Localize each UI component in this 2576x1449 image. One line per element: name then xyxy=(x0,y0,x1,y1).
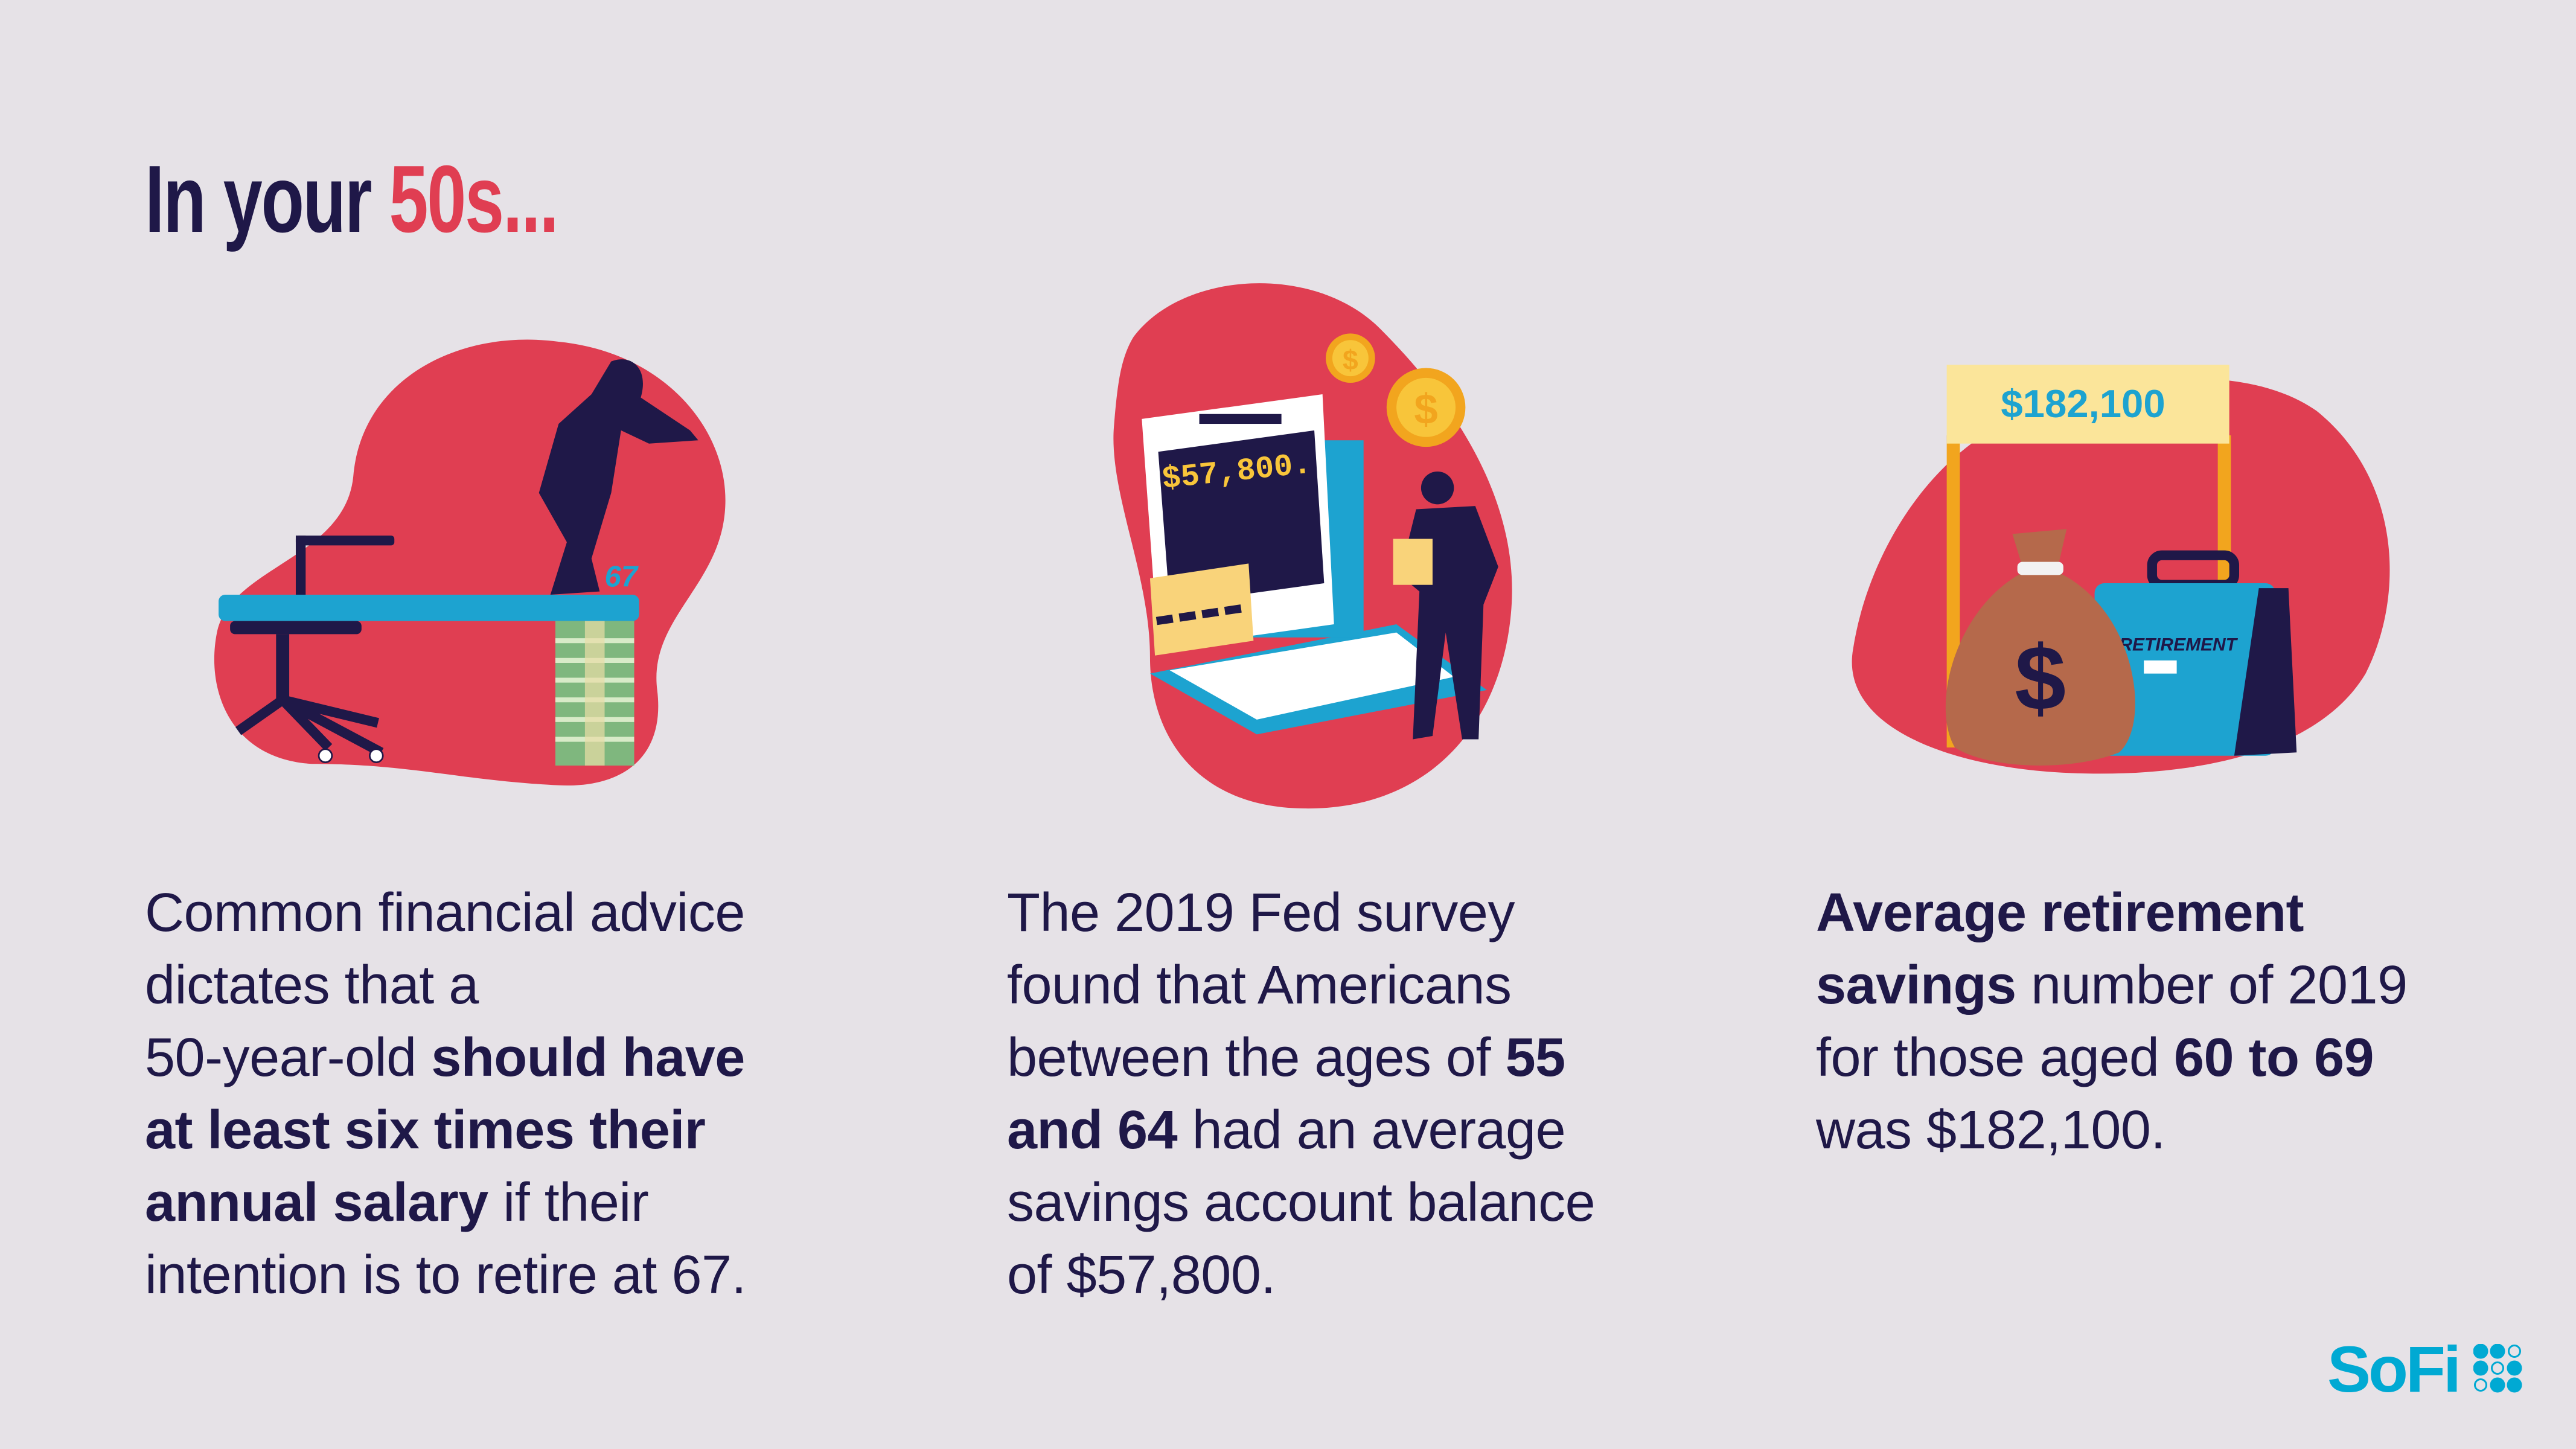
svg-text:$: $ xyxy=(1414,385,1437,433)
coin-icon: $ xyxy=(1386,368,1466,447)
text-segment: The 2019 Fed survey xyxy=(1007,883,1515,943)
page-title: In your 50s... xyxy=(145,145,559,254)
text-segment: had an average xyxy=(1177,1100,1566,1160)
sofi-logo: SoFi xyxy=(2327,1331,2524,1407)
text-segment-bold: should have xyxy=(431,1028,745,1088)
money-stack-icon xyxy=(555,621,634,766)
text-segment: for those aged xyxy=(1816,1028,2174,1088)
briefcase-label: RETIREMENT xyxy=(2119,635,2238,655)
retirement-illustration: $182,100 RETIREMENT $ xyxy=(1852,365,2390,774)
text-segment: Common financial advice xyxy=(145,883,745,943)
title-accent: 50s... xyxy=(389,146,558,252)
text-segment-bold: 60 to 69 xyxy=(2173,1028,2374,1088)
text-segment: 50-year-old xyxy=(145,1028,432,1088)
text-segment: dictates that a xyxy=(145,955,479,1016)
text-segment: intention is to retire at 67. xyxy=(145,1245,747,1305)
briefcase-icon: RETIREMENT xyxy=(2094,550,2297,756)
fed-survey-text: The 2019 Fed survey found that Americans b… xyxy=(1007,877,1596,1311)
diving-board-illustration: 67 xyxy=(214,339,726,786)
person-silhouette xyxy=(539,359,698,595)
money-bag-icon: $ xyxy=(1945,529,2135,766)
text-segment-bold: savings xyxy=(1816,955,2016,1016)
text-segment-bold: at least six times their xyxy=(145,1100,706,1160)
text-segment: found that Americans xyxy=(1007,955,1512,1016)
price-sign xyxy=(1946,365,2229,444)
svg-text:$: $ xyxy=(1343,344,1358,376)
text-segment-bold: annual salary xyxy=(145,1172,488,1233)
text-segment: number of 2019 xyxy=(2016,955,2408,1016)
credit-card-icon xyxy=(1149,563,1254,656)
advice-text: Common financial advice dictates that a 50… xyxy=(145,877,747,1311)
text-segment-bold: 55 xyxy=(1505,1028,1566,1088)
retirement-savings-text: Average retirement savings number of 2019… xyxy=(1816,877,2408,1166)
svg-text:$: $ xyxy=(2015,627,2066,730)
title-prefix: In your xyxy=(145,146,389,252)
logo-dots-icon xyxy=(2473,1343,2522,1392)
text-segment: was $182,100. xyxy=(1816,1100,2165,1160)
man-silhouette xyxy=(1393,471,1498,740)
text-segment-bold: and 64 xyxy=(1007,1100,1178,1160)
text-segment: if their xyxy=(488,1172,649,1233)
screen xyxy=(1158,430,1325,605)
coin-icon: $ xyxy=(1326,333,1375,383)
laptop-illustration: $57,800. $ $ xyxy=(1113,283,1512,809)
text-segment-bold: Average retirement xyxy=(1816,883,2304,943)
text-segment: savings account balance xyxy=(1007,1172,1596,1233)
text-segment: of $57,800. xyxy=(1007,1245,1276,1305)
chair-icon xyxy=(230,536,395,763)
sign-amount: $182,100 xyxy=(2001,382,2165,426)
board-number: 67 xyxy=(605,560,639,593)
text-segment: between the ages of xyxy=(1007,1028,1506,1088)
diving-board xyxy=(219,595,639,621)
logo-text: SoFi xyxy=(2327,1332,2461,1406)
